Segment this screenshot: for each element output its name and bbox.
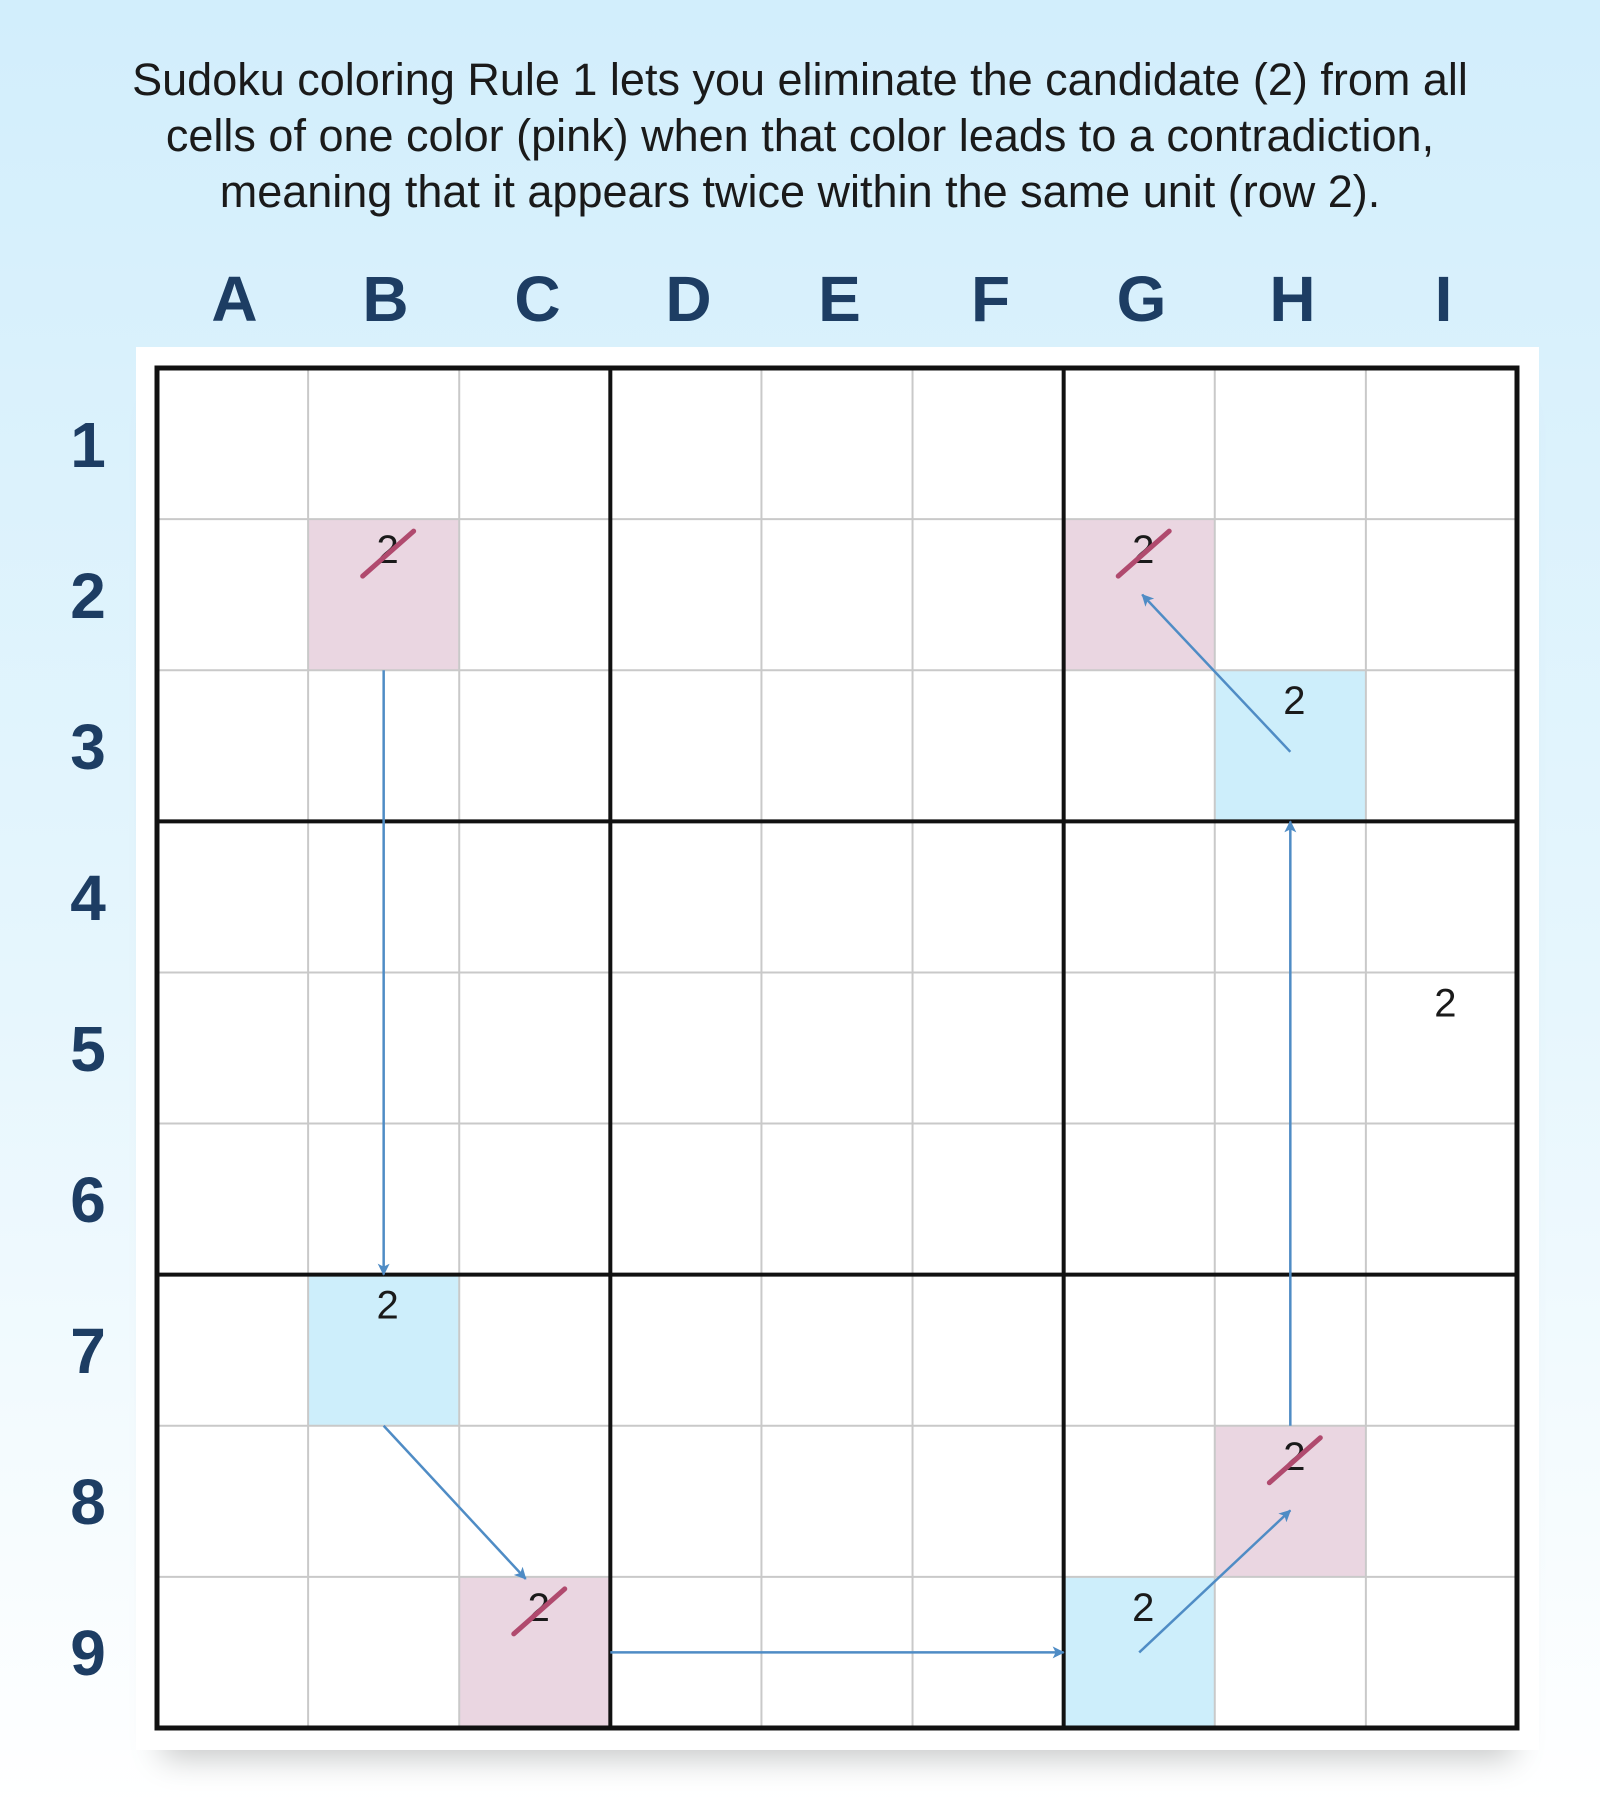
col-label-i: I <box>1434 263 1453 335</box>
row-label-2: 2 <box>70 560 106 632</box>
caption-line-3: meaning that it appears twice within the… <box>219 166 1381 217</box>
row-label-1: 1 <box>70 409 106 481</box>
row-label-3: 3 <box>70 711 106 783</box>
col-label-e: E <box>818 263 861 335</box>
strike-g2 <box>1115 528 1172 579</box>
cell-h8-pink <box>1214 1425 1366 1577</box>
col-label-f: F <box>970 263 1011 335</box>
row-label-9: 9 <box>70 1617 106 1689</box>
col-label-h: H <box>1269 263 1316 335</box>
row-label-4: 4 <box>70 862 106 934</box>
link-arrow-h3-to-g2 <box>1141 593 1292 753</box>
caption-line-2: cells of one color (pink) when that colo… <box>165 110 1435 161</box>
strike-c9 <box>511 1586 568 1637</box>
cell-c9-pink <box>459 1576 611 1728</box>
candidate-i5: 2 <box>1434 981 1456 1025</box>
row-label-7: 7 <box>70 1315 106 1387</box>
candidate-g9: 2 <box>1132 1586 1154 1630</box>
strike-h8 <box>1266 1435 1323 1486</box>
col-label-b: B <box>362 263 409 335</box>
caption-line-1: Sudoku coloring Rule 1 lets you eliminat… <box>132 54 1468 105</box>
link-arrow-b7-to-c9 <box>382 1424 527 1580</box>
cell-b2-pink <box>308 519 460 671</box>
col-label-c: C <box>514 263 561 335</box>
col-label-d: D <box>665 263 712 335</box>
link-arrow-g9-to-h8 <box>1138 1509 1292 1654</box>
candidate-b7: 2 <box>377 1284 399 1328</box>
cell-b7-blue <box>308 1274 460 1426</box>
col-label-a: A <box>211 263 258 335</box>
candidate-h3: 2 <box>1283 679 1305 723</box>
row-label-8: 8 <box>70 1466 106 1538</box>
board-border <box>154 365 1520 1731</box>
cell-h3-blue <box>1214 670 1366 822</box>
caption: Sudoku coloring Rule 1 lets you eliminat… <box>60 52 1540 220</box>
col-label-g: G <box>1116 263 1167 335</box>
row-label-5: 5 <box>70 1013 106 1085</box>
strike-b2 <box>360 528 417 579</box>
chain-links <box>377 593 1297 1659</box>
row-label-6: 6 <box>70 1164 106 1236</box>
